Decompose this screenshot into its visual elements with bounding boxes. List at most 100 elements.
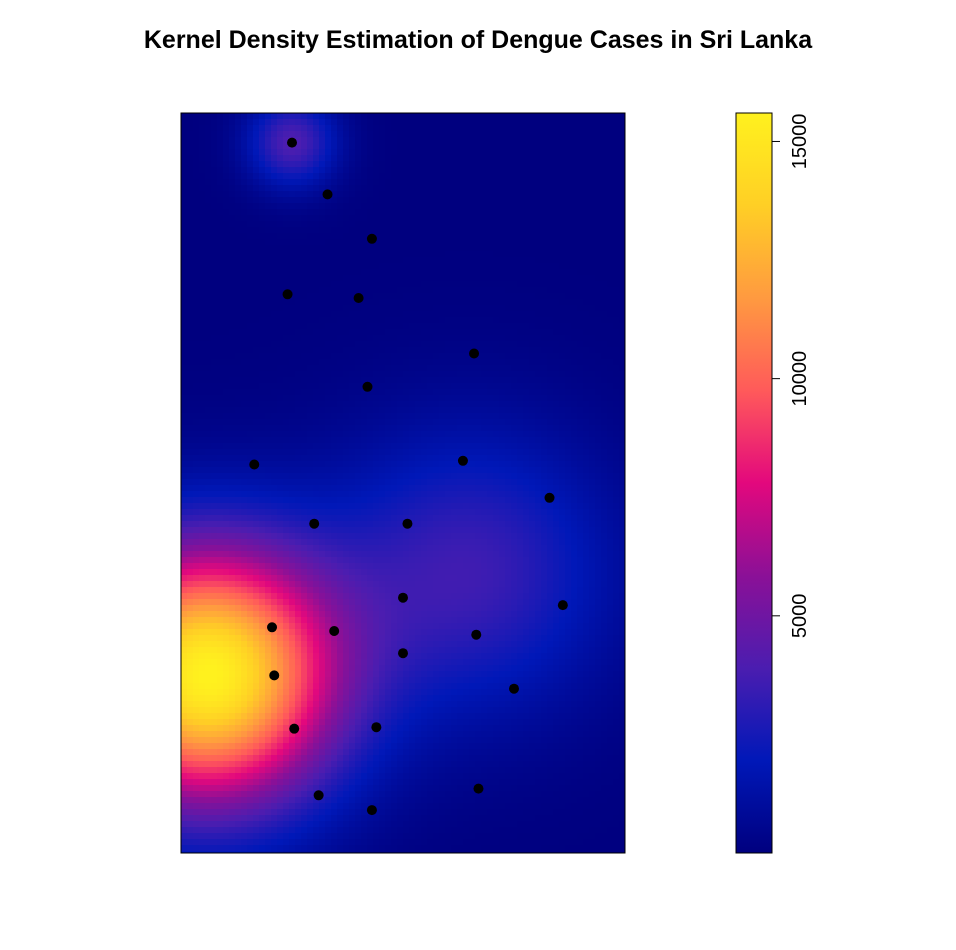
density-cell [343,131,350,138]
density-cell [253,359,260,366]
density-cell [247,443,254,450]
density-cell [511,227,518,234]
density-cell [541,389,548,396]
density-cell [421,431,428,438]
density-cell [577,197,584,204]
density-cell [193,425,200,432]
density-cell [601,299,608,306]
density-cell [565,215,572,222]
density-cell [349,377,356,384]
density-cell [343,461,350,468]
density-cell [523,371,530,378]
density-cell [307,263,314,270]
density-cell [247,197,254,204]
density-cell [331,371,338,378]
density-cell [193,281,200,288]
density-cell [469,257,476,264]
density-cell [337,449,344,456]
density-cell [433,413,440,420]
density-cell [235,131,242,138]
density-cell [415,257,422,264]
density-cell [619,467,625,474]
density-cell [511,257,518,264]
density-cell [241,371,248,378]
density-cell [217,515,224,522]
density-cell [259,377,266,384]
density-cell [181,491,188,498]
density-cell [187,263,194,270]
density-cell [181,269,188,276]
density-cell [199,479,206,486]
density-cell [295,179,302,186]
density-cell [241,425,248,432]
density-cell [259,251,266,258]
density-cell [361,497,368,504]
density-cell [199,275,206,282]
density-cell [367,293,374,300]
density-cell [529,425,536,432]
density-cell [265,281,272,288]
density-cell [283,269,290,276]
density-cell [415,431,422,438]
density-cell [409,227,416,234]
density-cell [595,197,602,204]
density-cell [211,269,218,276]
density-cell [451,323,458,330]
density-cell [241,473,248,480]
density-cell [529,161,536,168]
density-cell [259,401,266,408]
density-cell [307,143,314,150]
density-cell [211,485,218,492]
density-cell [463,389,470,396]
density-cell [391,455,398,462]
density-cell [505,425,512,432]
density-cell [463,323,470,330]
density-cell [223,419,230,426]
density-cell [193,293,200,300]
density-cell [193,185,200,192]
density-cell [403,449,410,456]
density-cell [469,311,476,318]
density-cell [193,215,200,222]
density-cell [613,209,620,216]
density-cell [535,449,542,456]
density-cell [331,149,338,156]
density-cell [499,491,506,498]
density-cell [553,455,560,462]
density-cell [421,197,428,204]
density-cell [607,425,614,432]
density-cell [565,437,572,444]
density-cell [565,257,572,264]
density-cell [577,185,584,192]
density-cell [367,203,374,210]
density-cell [505,359,512,366]
density-cell [325,431,332,438]
density-cell [535,311,542,318]
density-cell [397,353,404,360]
density-cell [409,185,416,192]
density-cell [493,215,500,222]
density-cell [589,437,596,444]
density-cell [325,227,332,234]
density-cell [607,203,614,210]
density-cell [187,311,194,318]
density-cell [505,281,512,288]
density-cell [451,197,458,204]
density-cell [331,383,338,390]
density-cell [517,407,524,414]
density-cell [265,155,272,162]
density-cell [541,395,548,402]
density-cell [313,503,320,510]
density-cell [367,509,374,516]
density-cell [451,251,458,258]
density-cell [289,329,296,336]
density-cell [247,479,254,486]
density-cell [565,149,572,156]
density-cell [517,215,524,222]
density-cell [307,227,314,234]
density-cell [607,329,614,336]
density-cell [439,137,446,144]
density-cell [457,263,464,270]
density-cell [613,137,620,144]
density-cell [397,281,404,288]
